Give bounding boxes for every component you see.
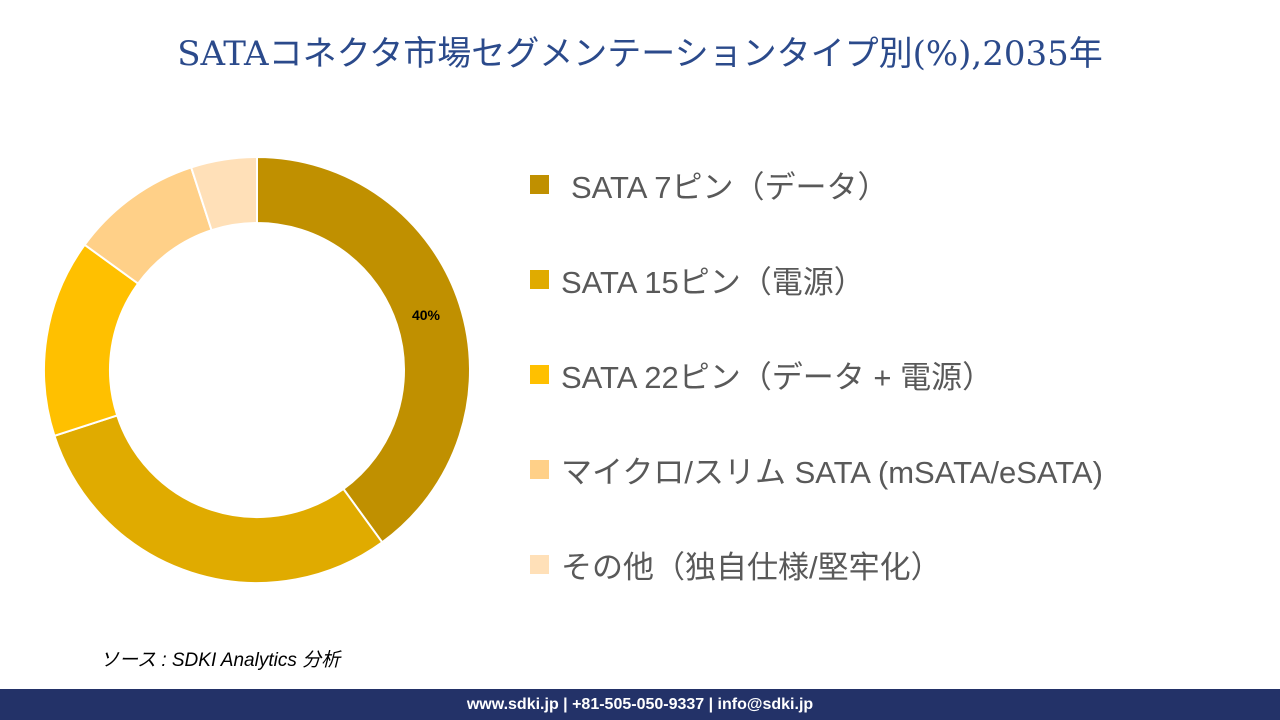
donut-slice	[256, 155, 471, 544]
legend-swatch-icon	[530, 174, 549, 194]
legend-label: SATA 15ピン（電源）	[561, 264, 865, 300]
legend-swatch-icon	[530, 554, 549, 574]
legend-swatch-icon	[530, 364, 549, 384]
legend-label: マイクロ/スリム SATA (mSATA/eSATA)	[561, 454, 1103, 490]
legend-swatch-icon	[530, 459, 549, 479]
chart-legend: SATA 7ピン（データ） SATA 15ピン（電源） SATA 22ピン（デー…	[530, 160, 1103, 635]
legend-label: SATA 7ピン（データ）	[571, 169, 889, 205]
legend-label: SATA 22ピン（データ + 電源）	[561, 359, 994, 395]
legend-label: その他（独自仕様/堅牢化）	[561, 549, 942, 585]
donut-chart: 40%	[43, 155, 471, 584]
legend-item-other: その他（独自仕様/堅牢化）	[530, 540, 1103, 588]
legend-item-micro-slim-sata: マイクロ/スリム SATA (mSATA/eSATA)	[530, 445, 1103, 493]
legend-swatch-icon	[530, 269, 549, 289]
donut-slices	[43, 155, 471, 584]
donut-slice	[189, 155, 258, 232]
slice-label-sata-7pin: 40%	[412, 307, 441, 323]
chart-title: SATAコネクタ市場セグメンテーションタイプ別(%),2035年	[177, 34, 1103, 74]
donut-slice	[53, 414, 384, 584]
legend-item-sata-7pin: SATA 7ピン（データ）	[530, 160, 1103, 208]
footer-contact-bar: www.sdki.jp | +81-505-050-9337 | info@sd…	[0, 689, 1280, 720]
legend-item-sata-22pin: SATA 22ピン（データ + 電源）	[530, 350, 1103, 398]
legend-item-sata-15pin: SATA 15ピン（電源）	[530, 255, 1103, 303]
source-note: ソース : SDKI Analytics 分析	[100, 650, 341, 671]
